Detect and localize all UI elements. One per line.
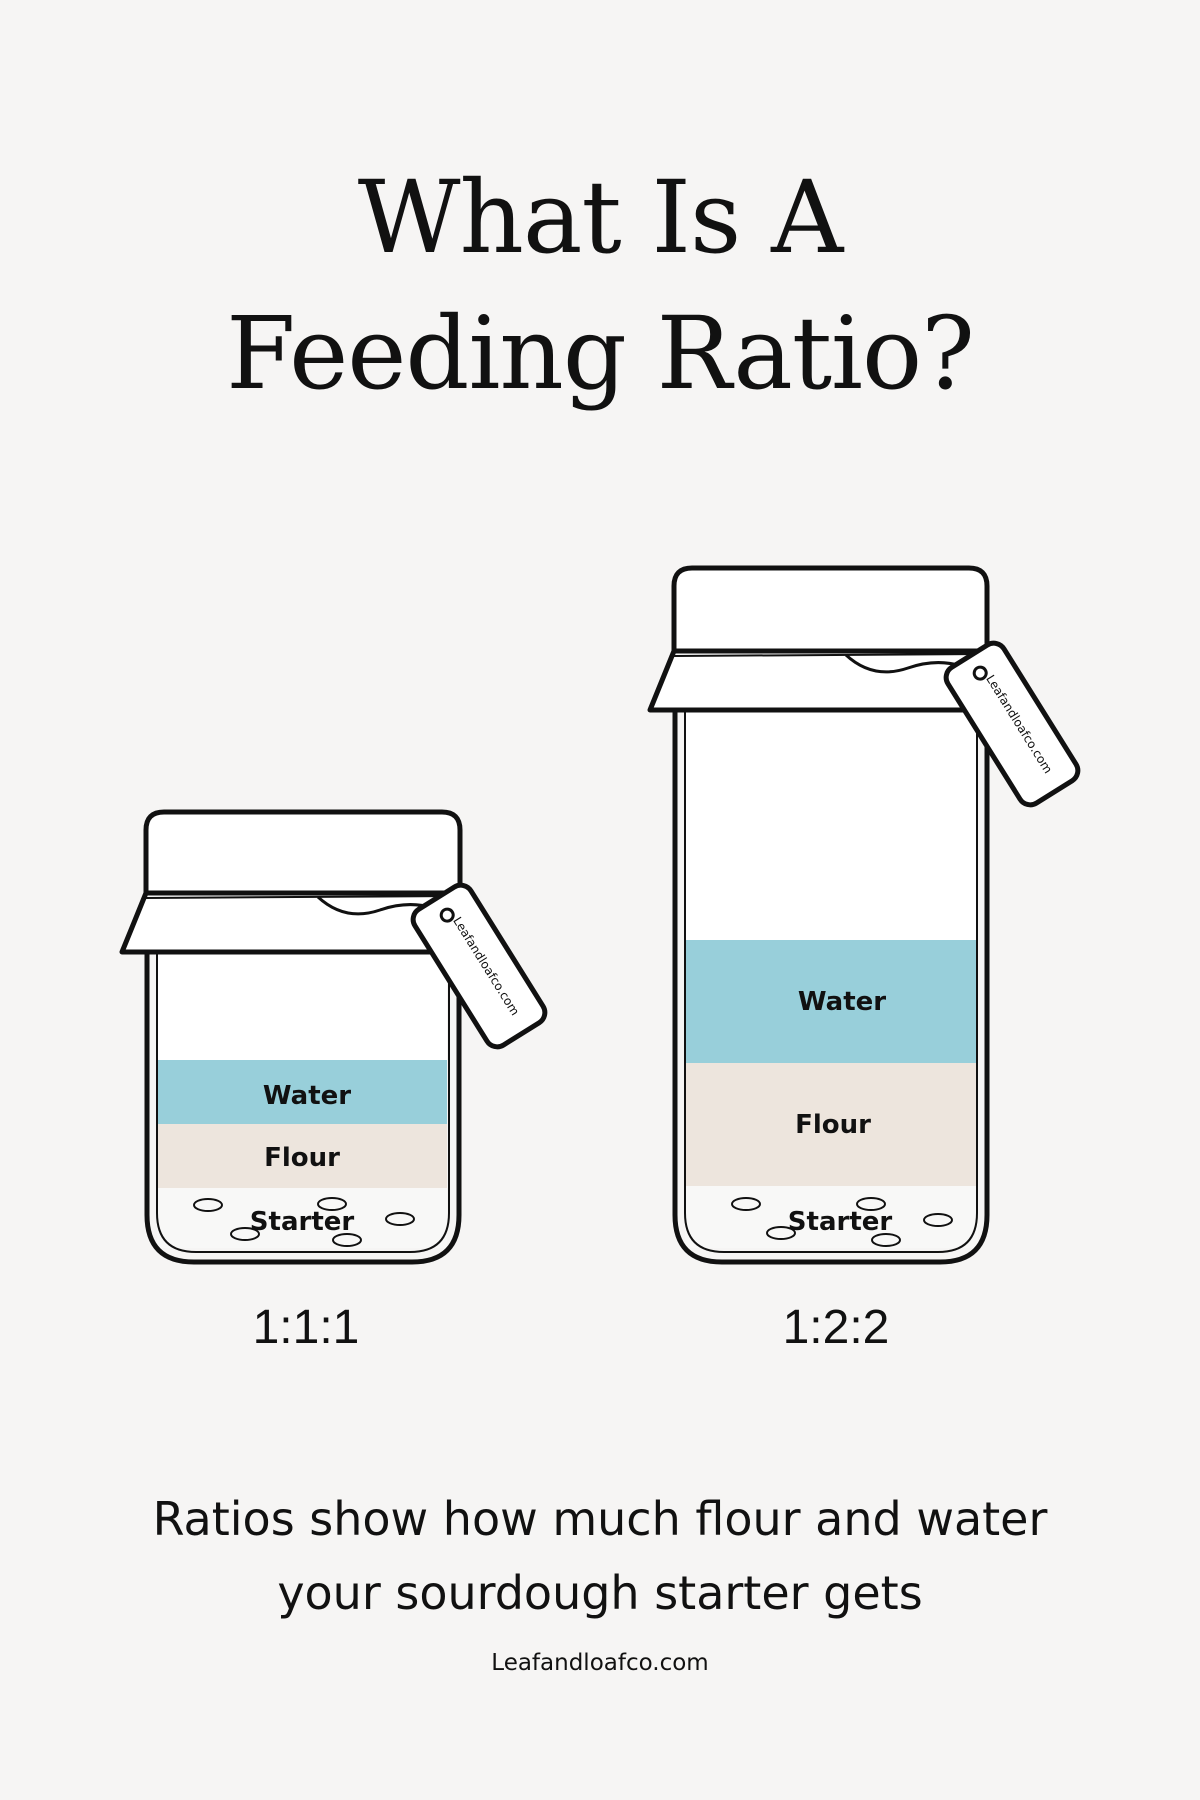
jar-body-outline <box>144 950 462 1265</box>
caption: Ratios show how much flour and water you… <box>0 1482 1200 1630</box>
flour-layer <box>157 1124 447 1188</box>
title-line-2: Feeding Ratio? <box>226 295 975 412</box>
jar-large: Leafandloafco.com Water Flour Starter <box>647 565 1081 1265</box>
jar-small: Leafandloafco.com Water Flour Starter <box>119 809 548 1265</box>
footer-site: Leafandloafco.com <box>491 1650 709 1676</box>
starter-label: Starter <box>250 1207 355 1237</box>
ratio-label-small: 1:1:1 <box>252 1301 360 1354</box>
jar-lid-top <box>143 809 463 896</box>
water-label: Water <box>798 987 886 1017</box>
starter-bubbles <box>731 1197 953 1247</box>
starter-bubbles <box>193 1197 415 1247</box>
jar-empty-space <box>157 950 447 1060</box>
starter-layer <box>157 1188 447 1248</box>
jar-empty-space <box>685 710 978 940</box>
flour-layer <box>685 1063 978 1186</box>
flour-label: Flour <box>795 1110 871 1140</box>
water-layer <box>157 1060 447 1124</box>
caption-line-2: your sourdough starter gets <box>277 1566 923 1620</box>
jar-lid-top <box>671 565 990 654</box>
ratio-label-large: 1:2:2 <box>782 1301 890 1354</box>
page-title: What Is A Feeding Ratio? <box>0 150 1200 422</box>
water-layer <box>685 940 978 1063</box>
water-label: Water <box>263 1081 351 1111</box>
starter-label: Starter <box>788 1207 893 1237</box>
jar-body-outline <box>672 710 990 1265</box>
title-line-1: What Is A <box>357 159 844 276</box>
starter-layer <box>685 1186 978 1248</box>
flour-label: Flour <box>264 1143 340 1173</box>
caption-line-1: Ratios show how much flour and water <box>152 1492 1048 1546</box>
